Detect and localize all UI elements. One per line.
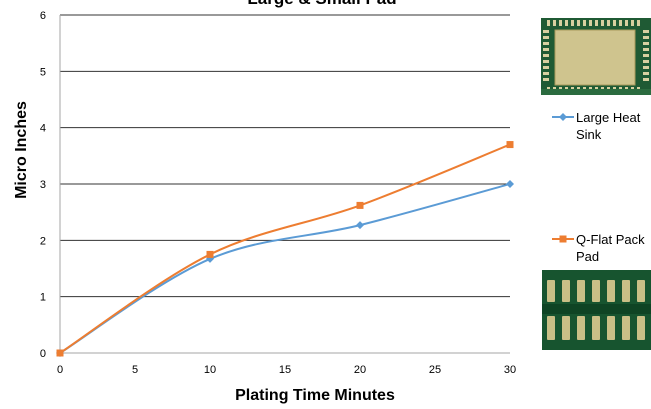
series-q-flat-pack-pad — [56, 141, 514, 357]
legend-item: Large Heat Sink — [552, 110, 641, 142]
data-point — [356, 201, 364, 209]
x-tick-label: 15 — [279, 364, 291, 376]
y-tick-label: 4 — [40, 123, 46, 135]
y-axis-ticks: 0 1 2 3 4 5 6 — [40, 10, 46, 360]
x-tick-label: 0 — [57, 364, 63, 376]
y-tick-label: 5 — [40, 66, 46, 78]
legend-label: Large Heat — [576, 110, 641, 125]
data-point — [506, 141, 514, 149]
legend-photos — [541, 18, 651, 350]
x-axis-title: Plating Time Minutes — [235, 387, 395, 404]
series-line — [59, 143, 511, 354]
legend-marker — [559, 235, 567, 243]
y-tick-label: 3 — [40, 179, 46, 191]
legend-label: Q-Flat Pack — [576, 232, 645, 247]
data-point — [206, 250, 214, 258]
x-tick-label: 30 — [504, 364, 516, 376]
y-tick-label: 2 — [40, 235, 46, 247]
legend: Large Heat Sink Q-Flat Pack Pad — [552, 110, 645, 264]
x-tick-label: 5 — [132, 364, 138, 376]
x-tick-label: 20 — [354, 364, 366, 376]
data-point — [356, 221, 364, 230]
data-point — [506, 180, 514, 188]
legend-label: Sink — [576, 127, 602, 142]
y-tick-label: 1 — [40, 292, 46, 304]
x-tick-label: 10 — [204, 364, 216, 376]
legend-item: Q-Flat Pack Pad — [552, 232, 645, 264]
y-tick-label: 0 — [40, 348, 46, 360]
legend-label: Pad — [576, 249, 599, 264]
y-axis-title: Micro Inches — [13, 101, 30, 199]
series-line — [59, 183, 511, 354]
chart-title: Large & Small Pad — [247, 0, 396, 8]
y-tick-label: 6 — [40, 10, 46, 22]
gridlines — [59, 14, 510, 354]
x-tick-label: 25 — [429, 364, 441, 376]
data-point — [56, 349, 64, 357]
large-heat-sink-pad-photo — [541, 18, 651, 95]
x-axis-ticks: 0 5 10 15 20 25 30 — [57, 364, 516, 376]
q-flat-pack-pad-photo — [542, 270, 651, 350]
series-large-heat-sink — [56, 180, 514, 357]
legend-marker — [559, 113, 567, 121]
series-layer — [56, 141, 514, 357]
